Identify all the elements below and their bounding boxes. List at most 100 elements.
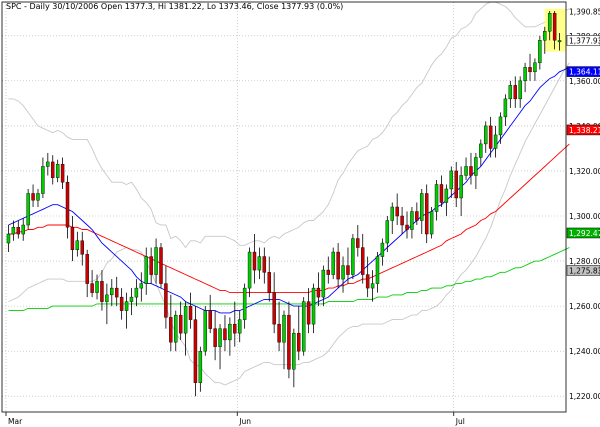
- candle-body: [331, 251, 335, 275]
- value-tag-box: [566, 124, 600, 136]
- candle-body: [513, 85, 517, 100]
- candle-body: [36, 193, 40, 201]
- x-tick-label: Mar: [8, 417, 23, 426]
- candle-body: [400, 215, 404, 226]
- candle-body: [11, 227, 16, 235]
- candle-body: [292, 332, 296, 370]
- candle-body: [80, 240, 84, 255]
- candle-body: [528, 67, 532, 73]
- candle-body: [100, 281, 104, 302]
- candle-body: [464, 166, 468, 176]
- candle-body: [223, 328, 227, 341]
- candle-body: [208, 310, 212, 329]
- candle-body: [449, 170, 454, 190]
- candle-body: [198, 350, 203, 383]
- candle-body: [247, 251, 252, 289]
- candle-body: [188, 305, 193, 320]
- candle-body: [488, 125, 493, 149]
- candle-body: [484, 125, 488, 145]
- candle-body: [498, 116, 503, 136]
- sma50-line: [8, 143, 570, 294]
- value-tag-box: [566, 265, 600, 276]
- candle-body: [533, 62, 537, 73]
- candle-body: [341, 265, 345, 280]
- candle-body: [390, 206, 394, 221]
- candle-body: [552, 13, 557, 41]
- x-tick-label: Jul: [455, 417, 465, 426]
- candle-body: [277, 323, 281, 343]
- x-tick-label: Jun: [238, 417, 251, 426]
- candle-body: [85, 254, 89, 284]
- y-tick-label: 1,280.00: [569, 257, 600, 266]
- candle-body: [518, 80, 522, 100]
- candle-body: [193, 319, 198, 383]
- candle-body: [316, 287, 321, 298]
- candle-body: [174, 314, 178, 343]
- candle-body: [228, 323, 232, 341]
- candle-body: [51, 161, 55, 178]
- candle-body: [124, 301, 129, 311]
- value-tag-box: [566, 66, 600, 77]
- candle-body: [237, 319, 242, 334]
- candle-body: [434, 184, 439, 212]
- value-tag-label: 1,338.21: [569, 126, 600, 135]
- candle-body: [70, 227, 75, 251]
- candle-body: [444, 188, 449, 203]
- candle-body: [6, 233, 11, 244]
- candle-body: [538, 40, 542, 64]
- candle-body: [159, 247, 163, 284]
- candle-body: [321, 269, 326, 298]
- candle-body: [415, 211, 419, 221]
- y-tick-label: 1,360.00: [569, 77, 600, 86]
- candle-body: [503, 98, 508, 118]
- candle-body: [395, 206, 399, 217]
- candle-body: [351, 238, 355, 275]
- candle-body: [454, 170, 458, 199]
- bollinger-upper-line: [8, 1, 570, 249]
- candle-body: [557, 40, 562, 43]
- candle-body: [203, 310, 207, 352]
- candle-body: [365, 274, 370, 289]
- candle-body: [60, 163, 65, 183]
- candle-body: [380, 242, 385, 257]
- candle-body: [90, 283, 94, 293]
- candle-body: [361, 247, 365, 275]
- candle-body: [385, 220, 390, 244]
- value-tag-label: 1,377.93: [569, 36, 600, 45]
- candle-body: [110, 287, 114, 296]
- candles: [6, 11, 562, 397]
- value-tag-label: 1,292.47: [569, 229, 600, 238]
- candle-body: [252, 251, 257, 271]
- candle-body: [311, 287, 316, 325]
- candle-body: [26, 193, 30, 226]
- candle-body: [356, 238, 360, 248]
- candle-body: [95, 281, 99, 293]
- candle-body: [301, 301, 306, 352]
- candle-body: [31, 193, 35, 201]
- candle-body: [169, 317, 173, 343]
- candle-body: [336, 251, 340, 280]
- value-tags: 1,377.93 1,364.11 1,338.21 1,292.47 1,275.83: [566, 35, 600, 276]
- candle-body: [16, 227, 21, 235]
- candle-body: [306, 301, 311, 325]
- candle-body: [469, 166, 473, 176]
- candle-body: [287, 314, 291, 370]
- candle-body: [543, 31, 547, 41]
- candle-body: [178, 314, 183, 334]
- candle-body: [547, 13, 552, 32]
- y-tick-label: 1,320.00: [569, 167, 600, 176]
- candle-body: [459, 175, 463, 199]
- candle-body: [119, 296, 124, 311]
- candle-body: [420, 193, 424, 221]
- candle-body: [144, 256, 148, 284]
- chart-title: SPC - Daily 30/10/2006 Open 1377.3, Hi 1…: [6, 2, 343, 11]
- value-tag-box: [566, 35, 600, 46]
- candle-body: [242, 287, 247, 320]
- candle-body: [129, 296, 134, 302]
- candle-body: [149, 256, 153, 275]
- candle-body: [326, 269, 331, 275]
- candle-body: [410, 211, 414, 230]
